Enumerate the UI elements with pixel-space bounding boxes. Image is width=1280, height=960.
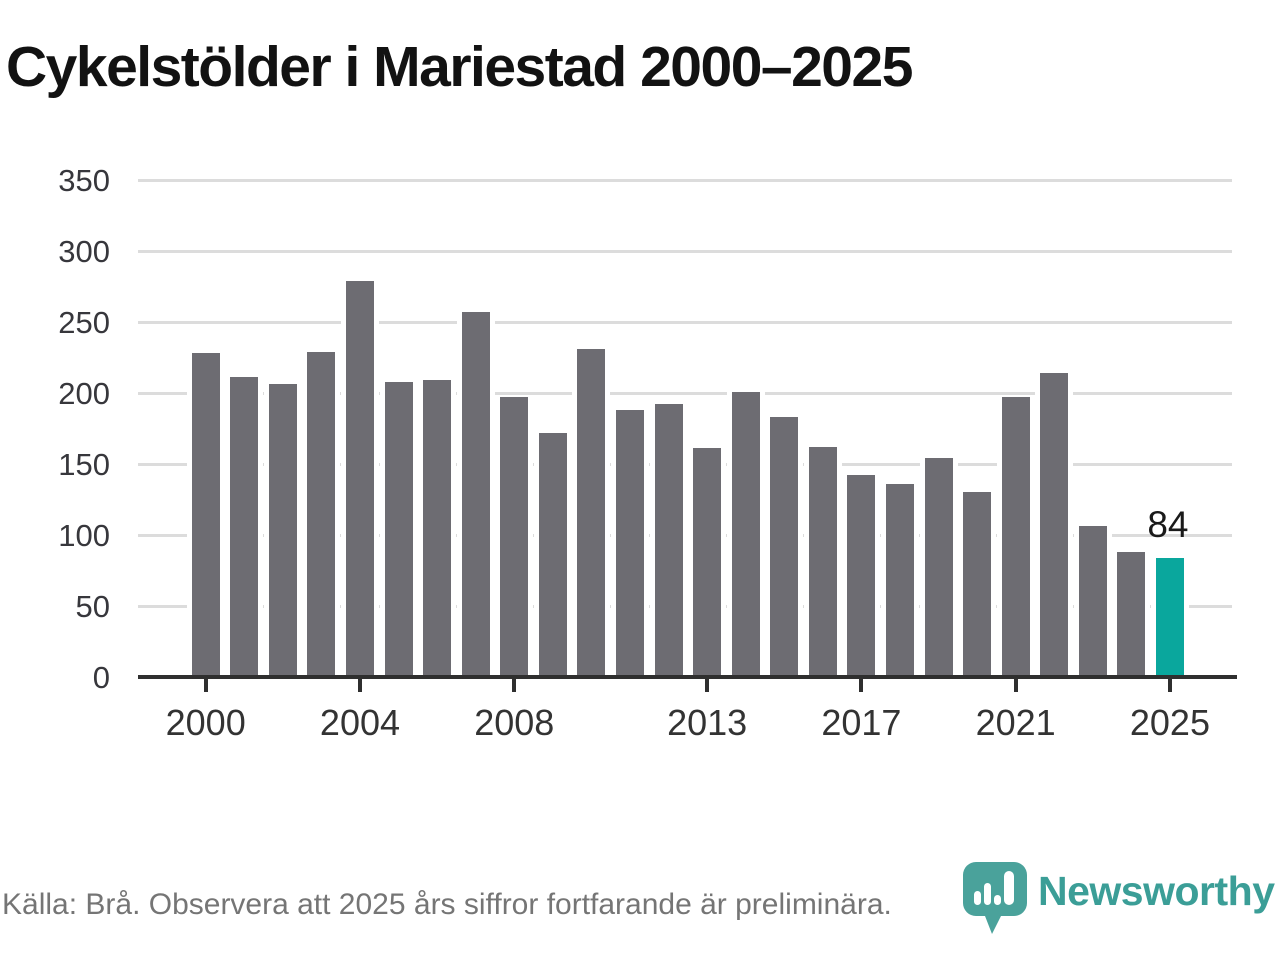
- bar-2004: [340, 280, 379, 677]
- bar-2012: [649, 404, 688, 677]
- bar-2011: [610, 410, 649, 677]
- bar-2008: [495, 397, 534, 677]
- bar-2022: [1035, 373, 1074, 677]
- bar-2015: [765, 417, 804, 677]
- y-tick-label-250: 250: [58, 304, 110, 340]
- bar-2009: [533, 432, 572, 677]
- x-axis-line: [138, 675, 1237, 679]
- bar-2025: [1150, 557, 1189, 677]
- bar-2003: [302, 351, 341, 677]
- y-tick-label-100: 100: [58, 517, 110, 553]
- bar-2021: [996, 397, 1035, 677]
- y-tick-label-0: 0: [92, 659, 110, 695]
- bar-2017: [842, 475, 881, 677]
- bar-2013: [688, 448, 727, 677]
- y-tick-label-150: 150: [58, 446, 110, 482]
- x-tick-label-2017: 2017: [821, 702, 902, 743]
- x-tick-2013: [705, 679, 710, 692]
- newsworthy-pin-barchart-icon: [963, 862, 1027, 934]
- highlight-bar-value-label: 84: [1147, 504, 1189, 545]
- bar-2024: [1112, 552, 1151, 677]
- bar-2002: [263, 384, 302, 677]
- x-tick-2025: [1167, 679, 1172, 692]
- x-tick-label-2008: 2008: [474, 702, 555, 743]
- bar-2007: [456, 312, 495, 677]
- x-tick-2008: [512, 679, 517, 692]
- x-tick-2000: [203, 679, 208, 692]
- bar-2020: [958, 492, 997, 677]
- bar-2000: [186, 353, 225, 677]
- bar-2006: [418, 380, 457, 677]
- x-tick-2021: [1013, 679, 1018, 692]
- x-tick-label-2021: 2021: [975, 702, 1056, 743]
- newsworthy-wordmark: Newsworthy: [1038, 868, 1275, 914]
- x-tick-2004: [357, 679, 362, 692]
- gridline-350: [138, 178, 1232, 182]
- bar-2005: [379, 381, 418, 677]
- bar-2016: [803, 446, 842, 677]
- chart-title: Cykelstölder i Mariestad 2000–2025: [6, 35, 913, 99]
- x-tick-label-2013: 2013: [667, 702, 748, 743]
- x-tick-label-2025: 2025: [1129, 702, 1210, 743]
- gridline-300: [138, 249, 1232, 253]
- y-tick-label-300: 300: [58, 233, 110, 269]
- newsworthy-logo: Newsworthy: [962, 861, 1275, 937]
- bar-2023: [1073, 526, 1112, 677]
- bar-2014: [726, 391, 765, 677]
- bar-2019: [919, 458, 958, 677]
- y-tick-label-350: 350: [58, 162, 110, 198]
- bar-2010: [572, 348, 611, 677]
- bar-2018: [880, 483, 919, 677]
- source-note: Källa: Brå. Observera att 2025 års siffr…: [2, 888, 892, 921]
- gridline-200: [138, 391, 1232, 395]
- x-tick-2017: [859, 679, 864, 692]
- x-tick-label-2000: 2000: [165, 702, 246, 743]
- x-tick-label-2004: 2004: [319, 702, 401, 743]
- gridline-250: [138, 320, 1232, 324]
- y-tick-label-200: 200: [58, 375, 110, 411]
- bar-2001: [225, 377, 264, 677]
- y-tick-label-50: 50: [75, 588, 110, 624]
